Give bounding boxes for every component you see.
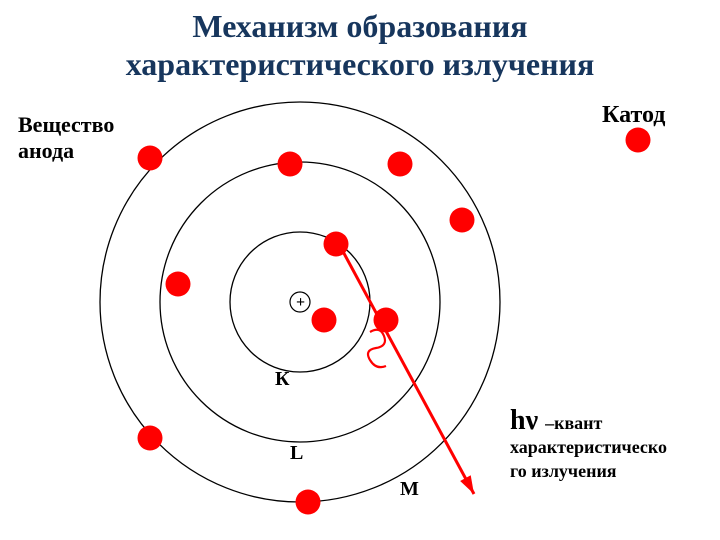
diagram-stage: Механизм образования характеристического… xyxy=(0,0,720,540)
atom-svg xyxy=(0,0,720,540)
